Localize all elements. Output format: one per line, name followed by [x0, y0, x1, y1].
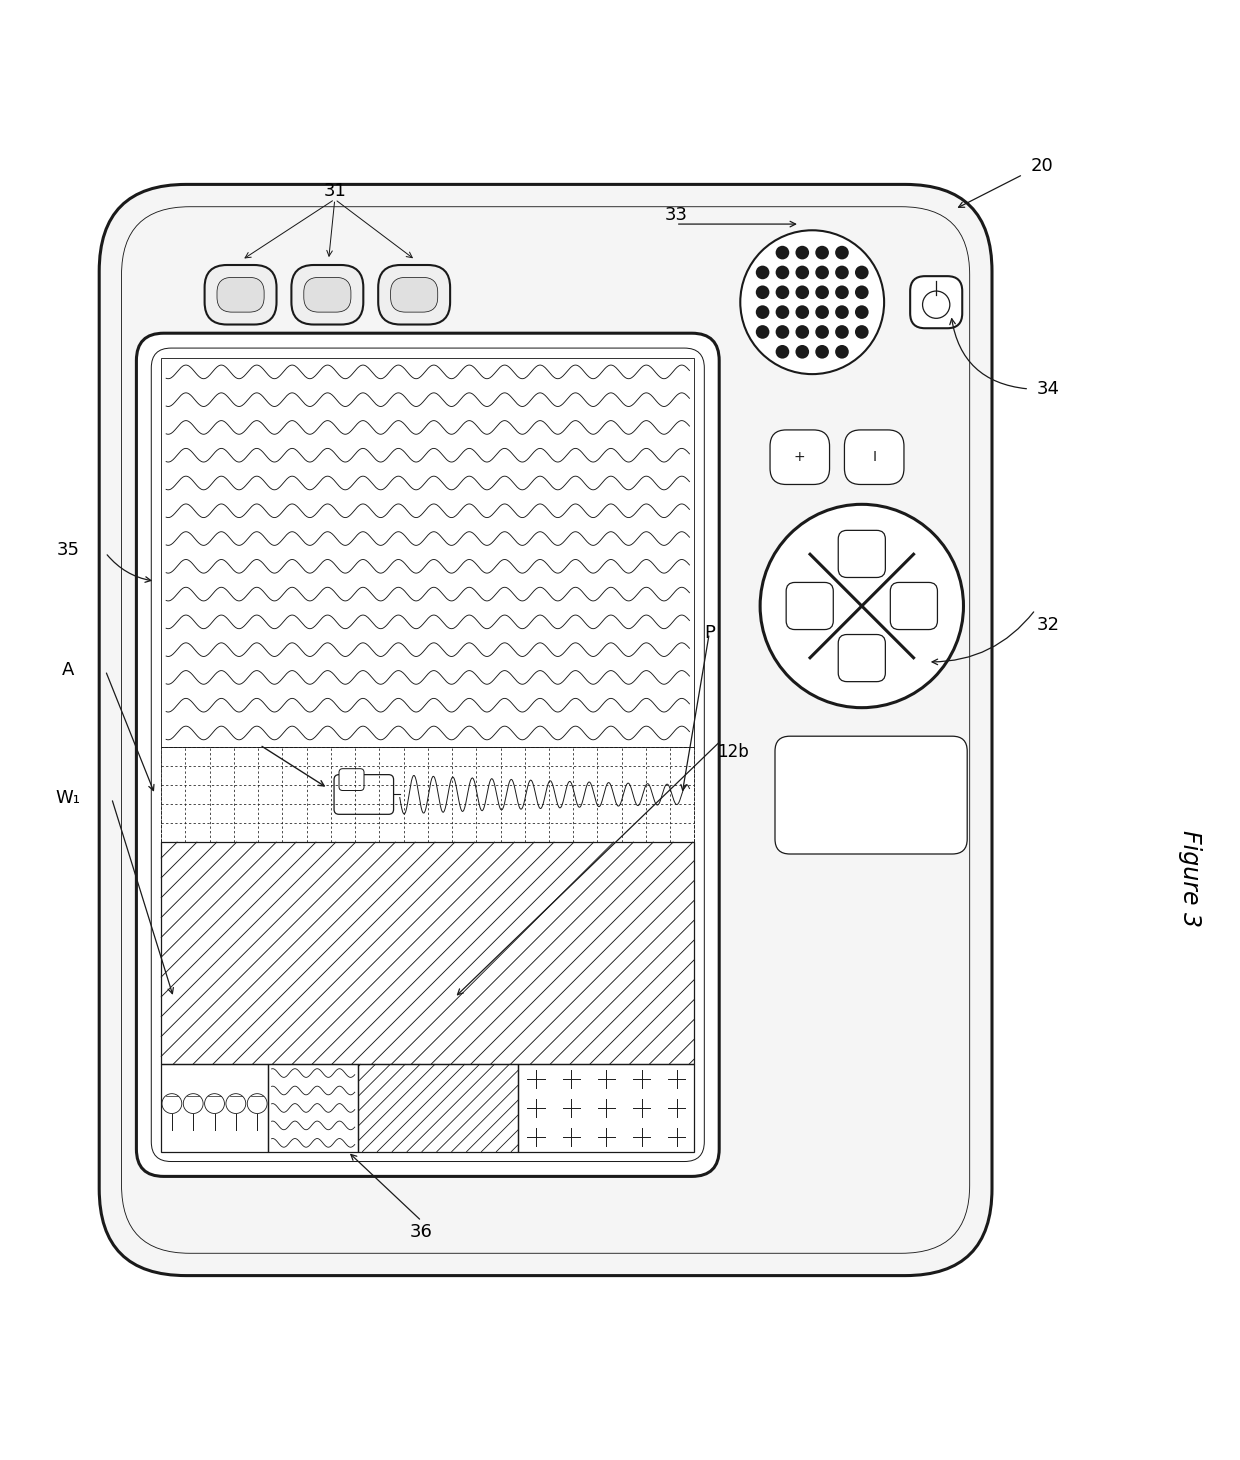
- FancyBboxPatch shape: [205, 266, 277, 324]
- Circle shape: [755, 286, 769, 299]
- Text: +: +: [794, 450, 806, 464]
- Circle shape: [760, 504, 963, 708]
- Circle shape: [836, 266, 849, 279]
- Text: I: I: [872, 450, 877, 464]
- Text: P: P: [704, 625, 715, 642]
- Text: 31: 31: [324, 181, 346, 200]
- Circle shape: [755, 266, 769, 279]
- FancyBboxPatch shape: [339, 768, 365, 790]
- Text: 12b: 12b: [717, 743, 749, 761]
- Bar: [518, 1064, 694, 1152]
- Circle shape: [796, 345, 808, 359]
- Circle shape: [856, 266, 869, 279]
- Circle shape: [816, 345, 830, 359]
- FancyBboxPatch shape: [291, 266, 363, 324]
- Circle shape: [776, 245, 790, 260]
- FancyBboxPatch shape: [786, 583, 833, 629]
- FancyBboxPatch shape: [217, 277, 264, 312]
- FancyBboxPatch shape: [838, 635, 885, 682]
- Circle shape: [816, 266, 830, 279]
- Text: Figure 3: Figure 3: [1178, 831, 1203, 927]
- Circle shape: [776, 266, 790, 279]
- Circle shape: [836, 326, 849, 339]
- Bar: [358, 1064, 518, 1152]
- FancyBboxPatch shape: [844, 429, 904, 485]
- Circle shape: [740, 231, 884, 374]
- Bar: [161, 358, 694, 748]
- Circle shape: [816, 245, 830, 260]
- Bar: [161, 748, 694, 842]
- Circle shape: [796, 326, 808, 339]
- Text: 36: 36: [410, 1223, 433, 1241]
- Circle shape: [776, 305, 790, 318]
- FancyBboxPatch shape: [391, 277, 438, 312]
- FancyBboxPatch shape: [910, 276, 962, 328]
- Circle shape: [836, 345, 849, 359]
- Text: 20: 20: [1030, 156, 1053, 175]
- FancyBboxPatch shape: [334, 775, 393, 815]
- Text: 32: 32: [1037, 616, 1059, 634]
- Bar: [161, 842, 694, 1064]
- Bar: [268, 1064, 358, 1152]
- Text: A: A: [62, 661, 74, 679]
- FancyBboxPatch shape: [99, 184, 992, 1276]
- FancyBboxPatch shape: [838, 530, 885, 578]
- FancyBboxPatch shape: [151, 347, 704, 1162]
- FancyBboxPatch shape: [136, 333, 719, 1177]
- Circle shape: [836, 286, 849, 299]
- FancyBboxPatch shape: [304, 277, 351, 312]
- Circle shape: [836, 245, 849, 260]
- Text: 34: 34: [1037, 380, 1059, 399]
- Circle shape: [836, 305, 849, 318]
- Circle shape: [816, 326, 830, 339]
- Bar: [161, 1064, 268, 1152]
- Circle shape: [856, 326, 869, 339]
- Circle shape: [856, 305, 869, 318]
- Circle shape: [776, 326, 790, 339]
- Circle shape: [796, 305, 808, 318]
- Circle shape: [816, 286, 830, 299]
- Text: 35: 35: [57, 542, 79, 559]
- Circle shape: [755, 305, 769, 318]
- Text: 33: 33: [665, 206, 687, 225]
- Circle shape: [816, 305, 830, 318]
- Circle shape: [796, 266, 808, 279]
- FancyBboxPatch shape: [775, 736, 967, 854]
- Circle shape: [796, 286, 808, 299]
- Circle shape: [776, 345, 790, 359]
- Circle shape: [856, 286, 869, 299]
- FancyBboxPatch shape: [770, 429, 830, 485]
- FancyBboxPatch shape: [378, 266, 450, 324]
- FancyBboxPatch shape: [890, 583, 937, 629]
- Circle shape: [796, 245, 808, 260]
- Circle shape: [755, 326, 769, 339]
- Text: W₁: W₁: [56, 790, 81, 807]
- Circle shape: [776, 286, 790, 299]
